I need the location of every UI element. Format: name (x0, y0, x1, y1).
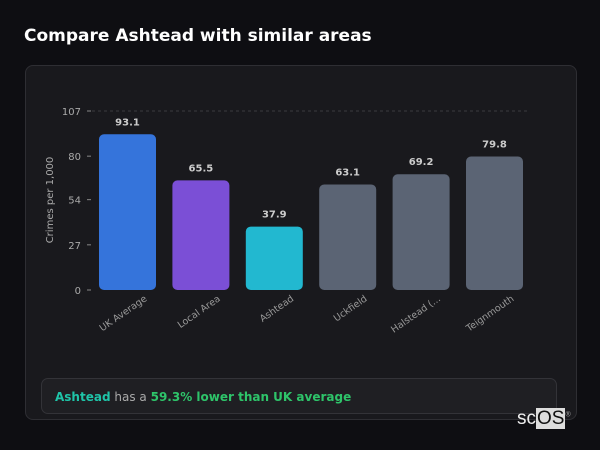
x-tick-label: Halstead (... (389, 293, 443, 335)
bar (466, 156, 523, 290)
y-tick-label: 107 (62, 107, 81, 118)
scos-logo: scOS® (517, 408, 571, 430)
logo-text-a: sc (517, 408, 536, 429)
data-label: 79.8 (482, 140, 507, 151)
insight-text: has a (114, 390, 147, 404)
x-tick-label: UK Average (98, 293, 150, 334)
logo-text-b: OS (536, 408, 566, 429)
bar (245, 226, 303, 290)
bar (319, 184, 377, 290)
x-tick-label: Uckfield (332, 293, 370, 324)
bar (99, 134, 156, 290)
y-tick-label: 0 (75, 286, 81, 297)
y-tick-label: 54 (68, 196, 81, 207)
data-label: 37.9 (262, 210, 287, 221)
insight-area: Ashtead (55, 390, 111, 404)
data-label: 63.1 (335, 167, 360, 178)
x-tick-label: Teignmouth (464, 293, 517, 334)
x-tick-label: Local Area (176, 293, 223, 330)
insight-box: Ashtead has a 59.3% lower than UK averag… (41, 378, 557, 414)
page-title: Compare Ashtead with similar areas (24, 26, 372, 46)
x-tick-label: Ashtead (258, 293, 296, 324)
data-label: 69.2 (409, 157, 434, 168)
bar (172, 180, 230, 290)
insight-stat: 59.3% lower than UK average (150, 390, 352, 404)
data-label: 65.5 (189, 163, 214, 174)
y-tick-label: 27 (68, 241, 81, 252)
bar (392, 174, 450, 290)
y-axis-label: Crimes per 1,000 (45, 157, 56, 244)
logo-mark: ® (565, 411, 571, 419)
y-tick-label: 80 (68, 152, 81, 163)
data-label: 93.1 (115, 117, 140, 128)
